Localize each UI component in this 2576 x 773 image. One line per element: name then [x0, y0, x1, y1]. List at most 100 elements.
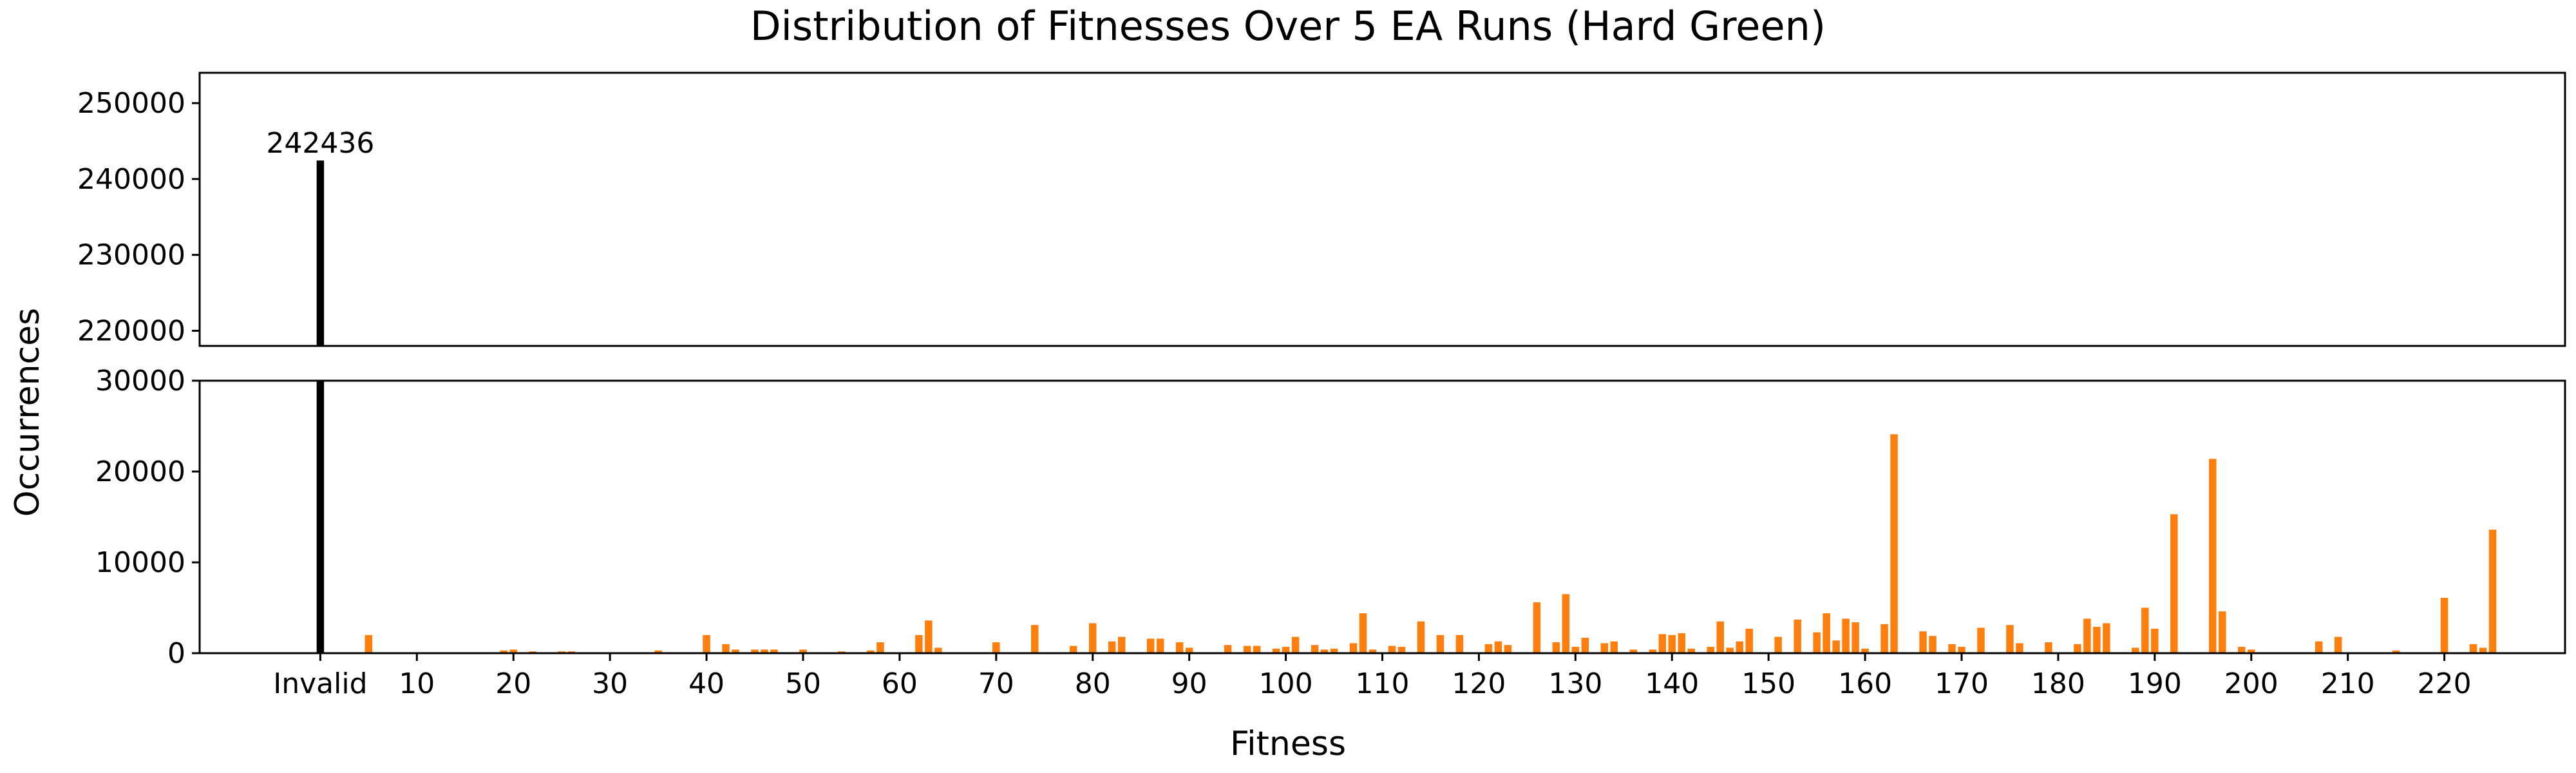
lower-y-tick-label: 20000	[95, 455, 185, 488]
fitness-bar	[1736, 641, 1743, 653]
lower-y-tick-label: 0	[167, 637, 185, 670]
fitness-bar	[2392, 650, 2400, 653]
fitness-bar	[2479, 647, 2487, 653]
fitness-bar	[509, 649, 517, 653]
fitness-bar	[992, 642, 1000, 653]
fitness-bar	[1436, 635, 1444, 653]
fitness-bar	[703, 635, 710, 653]
fitness-bar	[2488, 530, 2497, 653]
x-tick-label: 50	[785, 667, 821, 700]
fitness-bar	[1948, 644, 1956, 653]
fitness-bar	[1185, 647, 1193, 653]
fitness-bar	[770, 649, 778, 653]
fitness-bar	[1745, 628, 1753, 653]
fitness-bar	[1852, 622, 1859, 653]
fitness-bar	[1774, 636, 1782, 653]
fitness-bar	[2045, 642, 2052, 653]
x-tick-label: 190	[2128, 667, 2182, 700]
fitness-bar	[751, 649, 759, 653]
fitness-bar	[934, 647, 942, 653]
fitness-bar	[915, 635, 923, 653]
fitness-bar	[1175, 642, 1184, 653]
lower-y-tick-label: 30000	[95, 365, 185, 397]
fitness-bar	[925, 620, 933, 653]
fitness-bar	[722, 644, 730, 653]
fitness-bar	[1861, 648, 1869, 653]
x-tick-label: 70	[978, 667, 1014, 700]
fitness-bar	[2334, 636, 2342, 653]
invalid-bar-upper	[316, 160, 325, 346]
fitness-bar	[2074, 644, 2081, 653]
fitness-bar	[1678, 633, 1685, 653]
fitness-bar	[2083, 618, 2091, 653]
fitness-bar	[1504, 645, 1512, 653]
x-tick-label: 140	[1645, 667, 1699, 700]
x-tick-label: Invalid	[273, 667, 367, 700]
y-axis-label: Occurrences	[8, 308, 47, 517]
fitness-bar	[2151, 628, 2159, 653]
fitness-bar	[1117, 636, 1126, 653]
x-tick-label: 130	[1548, 667, 1602, 700]
fitness-bar	[2248, 649, 2255, 653]
fitness-bar	[1919, 631, 1927, 653]
fitness-bar	[1649, 649, 1657, 653]
fitness-bar	[1455, 635, 1464, 653]
fitness-bar	[1842, 618, 1850, 653]
fitness-bar	[2238, 647, 2246, 653]
fitness-bar	[1668, 635, 1676, 653]
x-tick-label: 90	[1171, 667, 1208, 700]
fitness-bar	[1813, 632, 1821, 653]
x-tick-label: 220	[2418, 667, 2472, 700]
x-tick-label: 180	[2031, 667, 2085, 700]
fitness-bar	[2103, 623, 2110, 653]
fitness-bar	[1890, 434, 1898, 653]
fitness-bar	[1108, 641, 1116, 653]
fitness-bar	[1320, 649, 1329, 653]
fitness-bar	[867, 650, 875, 653]
invalid-bar-lower	[316, 381, 325, 653]
x-tick-label: 60	[882, 667, 918, 700]
fitness-bar	[1977, 627, 1985, 653]
upper-bars	[316, 160, 325, 346]
fitness-bar	[1958, 647, 1965, 653]
fitness-bar	[2170, 514, 2178, 653]
fitness-bar	[1272, 648, 1280, 653]
upper-y-tick-label: 220000	[77, 314, 185, 347]
fitness-bar	[1610, 641, 1618, 653]
fitness-bar	[1484, 644, 1493, 653]
x-tick-label: 30	[592, 667, 628, 700]
fitness-bar	[1794, 619, 1801, 653]
x-tick-label: 20	[495, 667, 531, 700]
upper-y-tick-label: 250000	[77, 87, 185, 120]
upper-y-tick-label: 240000	[77, 163, 185, 196]
fitness-bar	[1291, 636, 1300, 653]
fitness-bar	[2315, 641, 2323, 653]
fitness-bar	[732, 649, 739, 653]
fitness-bar	[1070, 645, 1077, 653]
fitness-bar	[2093, 627, 2101, 653]
fitness-bar	[1600, 643, 1609, 653]
x-tick-label: 160	[1838, 667, 1892, 700]
fitness-bar	[1253, 645, 1261, 653]
fitness-bar	[1658, 634, 1667, 653]
fitness-bar	[2469, 644, 2477, 653]
fitness-bar	[365, 635, 373, 653]
x-tick-label: 80	[1075, 667, 1111, 700]
fitness-bar	[1571, 647, 1580, 653]
fitness-bar	[2141, 607, 2149, 653]
fitness-bar	[1832, 640, 1840, 653]
fitness-bar	[1282, 647, 1290, 653]
fitness-bar	[1552, 642, 1560, 653]
fitness-bar	[1388, 645, 1396, 653]
fitness-bar	[1156, 638, 1164, 653]
fitness-bar	[1823, 613, 1830, 653]
fitness-bar	[2132, 647, 2139, 653]
fitness-bar	[1687, 648, 1695, 653]
fitness-bar	[2006, 625, 2014, 653]
fitness-bar	[1494, 641, 1502, 653]
fitness-bar	[1629, 649, 1638, 653]
fitness-bar	[1562, 594, 1570, 653]
fitness-bar	[2016, 643, 2023, 653]
fitness-bar	[1146, 638, 1155, 653]
